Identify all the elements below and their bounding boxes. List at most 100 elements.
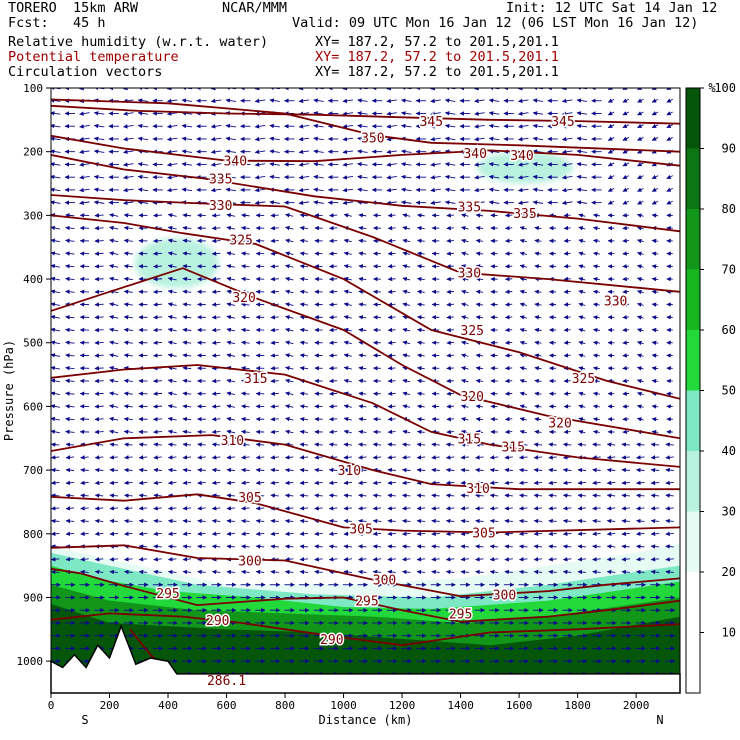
- vector-arrow: [637, 174, 644, 180]
- vector-arrow: [51, 136, 61, 142]
- vector-arrow: [461, 251, 469, 256]
- vector-arrow: [548, 531, 557, 537]
- vector-arrow: [298, 98, 310, 104]
- vector-arrow: [417, 391, 425, 396]
- vector-arrow: [51, 569, 60, 575]
- vector-arrow: [153, 315, 163, 320]
- vector-arrow: [475, 378, 484, 384]
- vector-arrow: [562, 506, 572, 511]
- vector-arrow: [270, 493, 279, 498]
- vector-arrow: [94, 340, 104, 346]
- vector-arrow: [197, 518, 206, 524]
- vector-arrow: [578, 226, 586, 231]
- vector-arrow: [607, 187, 615, 192]
- vector-arrow: [123, 404, 133, 409]
- vector-arrow: [532, 187, 544, 192]
- vector-arrow: [358, 327, 367, 333]
- vector-arrow: [182, 225, 192, 231]
- vector-arrow: [534, 391, 542, 397]
- vector-arrow: [211, 315, 221, 320]
- vector-arrow: [519, 429, 527, 435]
- vector-arrow: [181, 98, 193, 103]
- vector-arrow: [416, 557, 426, 562]
- vector-arrow: [94, 213, 104, 218]
- vector-arrow: [328, 544, 338, 549]
- vector-arrow: [387, 238, 396, 244]
- vector-arrow: [488, 162, 500, 167]
- vector-arrow: [519, 264, 527, 269]
- theta-label: 330: [458, 267, 481, 282]
- vector-arrow: [607, 88, 613, 90]
- vector-arrow: [504, 569, 513, 575]
- vector-arrow: [226, 353, 236, 358]
- vector-arrow: [651, 302, 659, 307]
- vector-arrow: [386, 175, 397, 180]
- vector-arrow: [636, 391, 644, 397]
- vector-arrow: [622, 213, 630, 218]
- vector-arrow: [255, 544, 265, 549]
- theta-contour-345: [51, 104, 680, 125]
- vector-arrow: [651, 88, 657, 90]
- vector-arrow: [357, 200, 368, 205]
- vector-arrow: [475, 315, 484, 320]
- vector-arrow: [592, 480, 601, 486]
- vector-arrow: [299, 340, 309, 345]
- vector-arrow: [650, 467, 660, 473]
- vector-arrow: [358, 569, 367, 575]
- y-axis-label: Pressure (hPa): [2, 340, 16, 441]
- vector-arrow: [665, 518, 674, 524]
- vector-arrow: [578, 251, 586, 256]
- vector-arrow: [328, 531, 338, 537]
- vector-arrow: [94, 569, 104, 575]
- vector-arrow: [576, 200, 588, 205]
- vector-arrow: [534, 264, 542, 269]
- vector-arrow: [665, 493, 674, 498]
- vector-arrow: [313, 174, 324, 180]
- vector-arrow: [417, 213, 425, 218]
- y-tick-label: 900: [23, 591, 43, 604]
- vector-arrow: [313, 136, 324, 142]
- vector-arrow: [93, 187, 105, 192]
- vector-arrow: [577, 442, 587, 447]
- vector-arrow: [460, 467, 470, 473]
- vector-arrow: [241, 365, 250, 371]
- vector-arrow: [622, 391, 630, 396]
- vector-arrow: [431, 531, 440, 537]
- vector-arrow: [444, 98, 456, 103]
- theta-label: 290: [206, 614, 229, 629]
- vector-arrow: [153, 353, 163, 358]
- vector-arrow: [622, 263, 630, 269]
- vector-arrow: [167, 467, 177, 473]
- vector-arrow: [636, 340, 644, 346]
- vector-arrow: [358, 442, 367, 447]
- colorbar-swatch: [686, 572, 700, 633]
- vector-arrow: [299, 391, 309, 396]
- vector-arrow: [402, 442, 411, 447]
- vector-arrow: [578, 378, 586, 384]
- vector-arrow: [431, 569, 440, 575]
- vector-arrow: [402, 569, 411, 575]
- vector-arrow: [299, 518, 309, 524]
- theta-label: 310: [466, 482, 489, 497]
- vector-arrow: [636, 442, 645, 447]
- vector-arrow: [474, 98, 485, 104]
- vector-arrow: [80, 467, 89, 473]
- vector-arrow: [475, 225, 484, 231]
- vector-arrow: [284, 493, 294, 498]
- vector-arrow: [109, 557, 118, 562]
- vector-arrow: [254, 98, 266, 104]
- vector-arrow: [489, 557, 499, 562]
- vector-arrow: [533, 467, 543, 473]
- vector-arrow: [430, 111, 441, 116]
- vector-arrow: [241, 251, 250, 256]
- theta-label: 340: [510, 149, 533, 164]
- vector-arrow: [372, 531, 382, 537]
- vector-arrow: [51, 225, 60, 231]
- vector-arrow: [182, 557, 192, 562]
- vector-arrow: [270, 569, 279, 575]
- field-theta-name: Potential temperature: [8, 49, 179, 65]
- vector-arrow: [153, 251, 163, 256]
- vector-arrow: [417, 289, 425, 295]
- vector-arrow: [636, 328, 644, 333]
- vector-arrow: [387, 442, 396, 447]
